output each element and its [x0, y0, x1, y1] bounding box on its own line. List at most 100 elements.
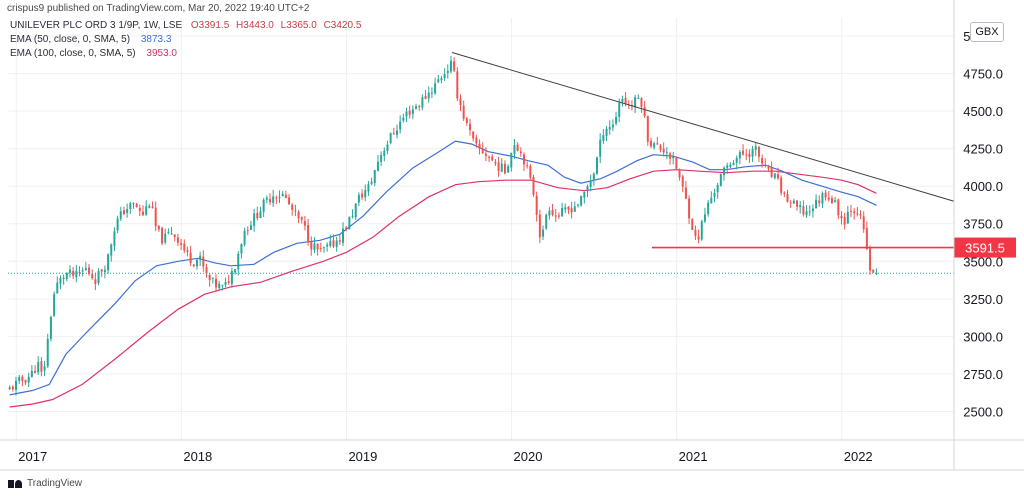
candle-body	[351, 215, 354, 217]
candle-body	[754, 146, 757, 150]
x-tick-label: 2017	[18, 449, 47, 464]
candle-body	[583, 191, 586, 198]
candle-body	[510, 152, 513, 168]
candle-body	[799, 205, 802, 208]
candle-body	[472, 131, 475, 139]
candle-body	[570, 208, 573, 213]
candle-body	[199, 255, 202, 260]
tradingview-logo-icon	[8, 479, 22, 489]
candle-body	[713, 192, 716, 197]
candle-body	[59, 277, 62, 284]
candle-body	[738, 152, 741, 159]
candle-body	[659, 145, 662, 150]
candle-body	[68, 269, 71, 273]
support-price-tag	[954, 237, 1016, 258]
candle-body	[313, 243, 316, 250]
candle-body	[719, 174, 722, 186]
candle-body	[875, 272, 878, 274]
candle-body	[827, 197, 830, 200]
candle-body	[94, 279, 97, 284]
x-tick-label: 2020	[514, 449, 543, 464]
candle-body	[662, 148, 665, 153]
candle-body	[173, 234, 176, 237]
candle-body	[703, 214, 706, 222]
candle-body	[491, 156, 494, 161]
candle-body	[392, 133, 395, 135]
candle-body	[192, 264, 195, 267]
candle-body	[770, 167, 773, 177]
candle-body	[446, 70, 449, 74]
candle-body	[8, 387, 11, 390]
candle-body	[830, 198, 833, 204]
candle-body	[783, 192, 786, 194]
legend-ema100-row[interactable]: EMA (100, close, 0, SMA, 5) 3953.0	[10, 48, 177, 59]
candle-body	[710, 197, 713, 204]
candle-body	[716, 184, 719, 193]
candle-body	[135, 203, 138, 208]
y-tick-label: 4750.0	[963, 67, 1003, 82]
candle-body	[573, 206, 576, 212]
candle-body	[424, 95, 427, 99]
candle-body	[592, 173, 595, 181]
candle-body	[859, 214, 862, 216]
tradingview-brand[interactable]: TradingView	[8, 478, 82, 489]
candle-body	[580, 196, 583, 206]
candle-body	[281, 193, 284, 197]
candle-body	[821, 193, 824, 204]
candle-body	[81, 270, 84, 272]
candle-body	[411, 109, 414, 114]
candle-body	[529, 166, 532, 178]
candle-body	[735, 157, 738, 163]
candle-body	[186, 250, 189, 252]
publish-line: crispus9 published on TradingView.com, M…	[7, 3, 310, 14]
support-price-label: 3591.5	[965, 241, 1005, 256]
candle-body	[494, 161, 497, 164]
candle-body	[322, 247, 325, 249]
candle-body	[164, 233, 167, 243]
y-tick-label: 3250.0	[963, 292, 1003, 307]
candle-body	[665, 152, 668, 154]
legend-low: L3365.0	[280, 20, 317, 31]
candle-body	[395, 130, 398, 135]
candle-body	[805, 211, 808, 216]
candle-body	[723, 167, 726, 175]
overlay-layer: 3591.5	[8, 52, 1016, 274]
candle-body	[364, 190, 367, 198]
candle-body	[249, 225, 252, 231]
candle-body	[291, 204, 294, 210]
currency-button[interactable]: GBX	[970, 22, 1004, 42]
candle-body	[796, 200, 799, 207]
candle-body	[856, 213, 859, 215]
candle-body	[357, 195, 360, 203]
legend-ema50-row[interactable]: EMA (50, close, 0, SMA, 5) 3873.3	[10, 34, 171, 45]
candle-body	[338, 240, 341, 242]
candle-body	[475, 137, 478, 144]
candle-body	[761, 158, 764, 164]
candle-body	[107, 254, 110, 271]
candle-body	[100, 269, 103, 272]
candle-body	[303, 221, 306, 226]
candle-body	[602, 135, 605, 141]
candle-body	[256, 212, 259, 219]
candle-body	[408, 110, 411, 115]
candle-body	[224, 281, 227, 285]
candle-body	[405, 111, 408, 117]
legend-ema50-label: EMA (50, close, 0, SMA, 5)	[10, 34, 131, 45]
candle-body	[599, 139, 602, 157]
candle-body	[637, 97, 640, 99]
candle-body	[611, 124, 614, 128]
candle-body	[513, 145, 516, 154]
candle-body	[84, 268, 87, 271]
candle-body	[843, 216, 846, 225]
candle-body	[678, 169, 681, 178]
candle-body	[361, 193, 364, 198]
axis-layer: 2500.0 2750.0 3000.0 3250.0 3500.0 3750.0 4000…	[0, 0, 1024, 471]
candle-body	[561, 207, 564, 217]
candle-body	[624, 97, 627, 104]
candle-body	[189, 252, 192, 264]
candle-body	[669, 153, 672, 159]
candle-body	[49, 316, 52, 339]
candle-body	[103, 269, 106, 272]
candle-body	[88, 267, 91, 274]
